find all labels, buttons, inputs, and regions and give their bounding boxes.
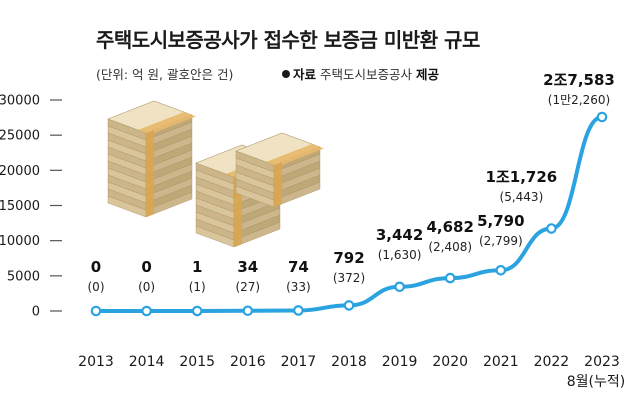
bill-stack-icon xyxy=(235,132,324,208)
y-tick-label: 10000 xyxy=(0,234,40,249)
value-label: 0 xyxy=(141,258,151,276)
x-tick-label: 2016 xyxy=(230,354,266,370)
bullet-icon xyxy=(282,70,290,78)
count-label: (27) xyxy=(235,280,260,294)
bill-stack-icon xyxy=(107,100,196,218)
y-tick-label: 25000 xyxy=(0,129,40,144)
data-point xyxy=(141,305,152,317)
source-suffix: 제공 xyxy=(416,67,440,82)
value-label: 74 xyxy=(288,258,309,276)
x-tick-note: 8월(누적) xyxy=(567,374,625,390)
value-label: 792 xyxy=(333,249,364,267)
value-label: 3,442 xyxy=(376,226,423,244)
value-label: 5,790 xyxy=(477,212,524,230)
count-label: (1) xyxy=(189,280,206,294)
count-label: (5,443) xyxy=(500,190,544,204)
data-point xyxy=(242,305,254,317)
count-label: (1,630) xyxy=(378,248,422,262)
series-line xyxy=(94,115,604,313)
count-label: (0) xyxy=(88,280,105,294)
value-label: 2조7,583 xyxy=(543,71,615,89)
count-label: (1만2,260) xyxy=(548,93,610,107)
value-label: 0 xyxy=(91,258,101,276)
x-tick-label: 2015 xyxy=(179,354,215,370)
data-point xyxy=(191,305,203,317)
unit-note: (단위: 억 원, 괄호안은 건) xyxy=(96,67,234,82)
count-label: (2,799) xyxy=(479,234,523,248)
x-tick-label: 2022 xyxy=(534,354,570,370)
data-point xyxy=(90,305,102,317)
value-label: 1조1,726 xyxy=(486,168,558,186)
x-tick-label: 2023 xyxy=(584,354,620,370)
x-tick-label: 2013 xyxy=(78,354,114,370)
x-tick-label: 2018 xyxy=(331,354,367,370)
money-stack-icon xyxy=(107,100,324,248)
page-title: 주택도시보증공사가 접수한 보증금 미반환 규모 xyxy=(96,28,480,52)
value-label: 4,682 xyxy=(426,218,473,236)
data-point xyxy=(596,111,608,123)
y-tick-label: 30000 xyxy=(0,94,40,109)
y-tick-label: 15000 xyxy=(0,199,40,214)
data-point xyxy=(546,223,557,234)
x-tick-label: 2019 xyxy=(382,354,418,370)
y-tick-label: 0 xyxy=(32,305,40,320)
count-label: (372) xyxy=(333,271,365,285)
value-label: 1 xyxy=(192,258,202,276)
x-tick-label: 2020 xyxy=(432,354,468,370)
source-name: 주택도시보증공사 xyxy=(320,67,413,82)
data-point xyxy=(293,305,304,316)
x-tick-label: 2021 xyxy=(483,354,519,370)
y-tick-label: 20000 xyxy=(0,164,40,179)
count-label: (33) xyxy=(286,280,311,294)
data-point xyxy=(495,264,507,276)
y-tick-label: 5000 xyxy=(7,269,40,284)
count-label: (0) xyxy=(138,280,155,294)
value-label: 34 xyxy=(237,258,258,276)
data-point xyxy=(394,281,405,293)
data-point xyxy=(444,272,456,284)
x-tick-label: 2017 xyxy=(281,354,317,370)
source-label: 자료 xyxy=(293,67,317,82)
source-credit: 자료 주택도시보증공사 제공 xyxy=(282,64,439,83)
x-tick-label: 2014 xyxy=(129,354,165,370)
data-point xyxy=(343,300,355,311)
count-label: (2,408) xyxy=(428,240,472,254)
